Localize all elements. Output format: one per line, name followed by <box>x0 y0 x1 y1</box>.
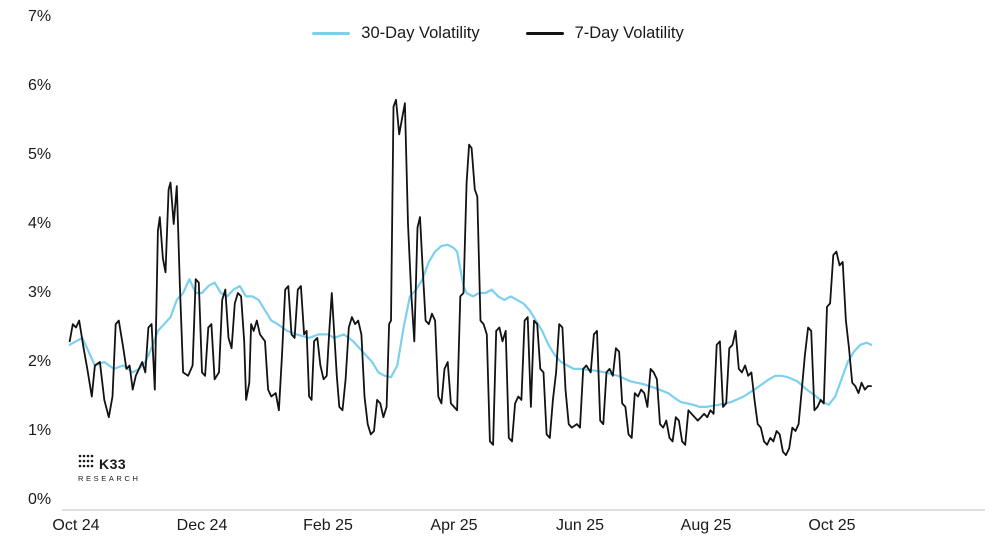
k33-research-logo: K33 RESEARCH <box>78 454 140 483</box>
x-tick-label: Jun 25 <box>555 517 605 534</box>
y-tick-label: 2% <box>28 353 52 370</box>
chart-legend: 30-Day Volatility 7-Day Volatility <box>0 24 996 43</box>
y-tick-label: 4% <box>28 215 52 232</box>
y-tick-label: 7% <box>28 8 52 25</box>
x-tick-label: Feb 25 <box>303 517 353 534</box>
legend-item-30-day: 30-Day Volatility <box>312 24 480 43</box>
y-tick-label: 5% <box>28 146 52 163</box>
y-tick-label: 0% <box>28 491 52 508</box>
legend-item-7-day: 7-Day Volatility <box>525 24 684 43</box>
k33-logo-text: K33 <box>99 455 127 472</box>
k33-logo-subtitle: RESEARCH <box>78 474 141 483</box>
x-tick-label: Apr 25 <box>430 517 478 534</box>
k33-logo-mark-icon <box>78 454 94 473</box>
legend-swatch-7-day-icon <box>525 32 564 35</box>
legend-label-7-day: 7-Day Volatility <box>574 24 684 42</box>
x-tick-label: Aug 25 <box>680 517 732 534</box>
legend-swatch-30-day-icon <box>312 32 351 35</box>
y-tick-label: 3% <box>28 284 52 301</box>
x-tick-label: Oct 24 <box>52 517 100 534</box>
y-tick-label: 1% <box>28 422 52 439</box>
x-tick-label: Dec 24 <box>176 517 228 534</box>
y-tick-label: 6% <box>28 77 52 94</box>
legend-label-30-day: 30-Day Volatility <box>361 24 480 42</box>
x-tick-label: Oct 25 <box>808 517 856 534</box>
series-line-7d <box>68 98 872 457</box>
series-line-30d <box>68 243 873 408</box>
